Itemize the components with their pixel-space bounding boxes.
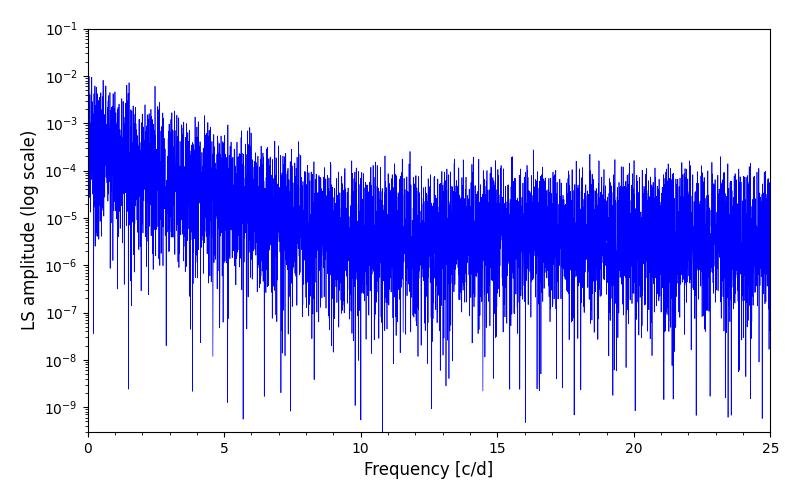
X-axis label: Frequency [c/d]: Frequency [c/d]	[364, 461, 494, 479]
Y-axis label: LS amplitude (log scale): LS amplitude (log scale)	[21, 130, 39, 330]
